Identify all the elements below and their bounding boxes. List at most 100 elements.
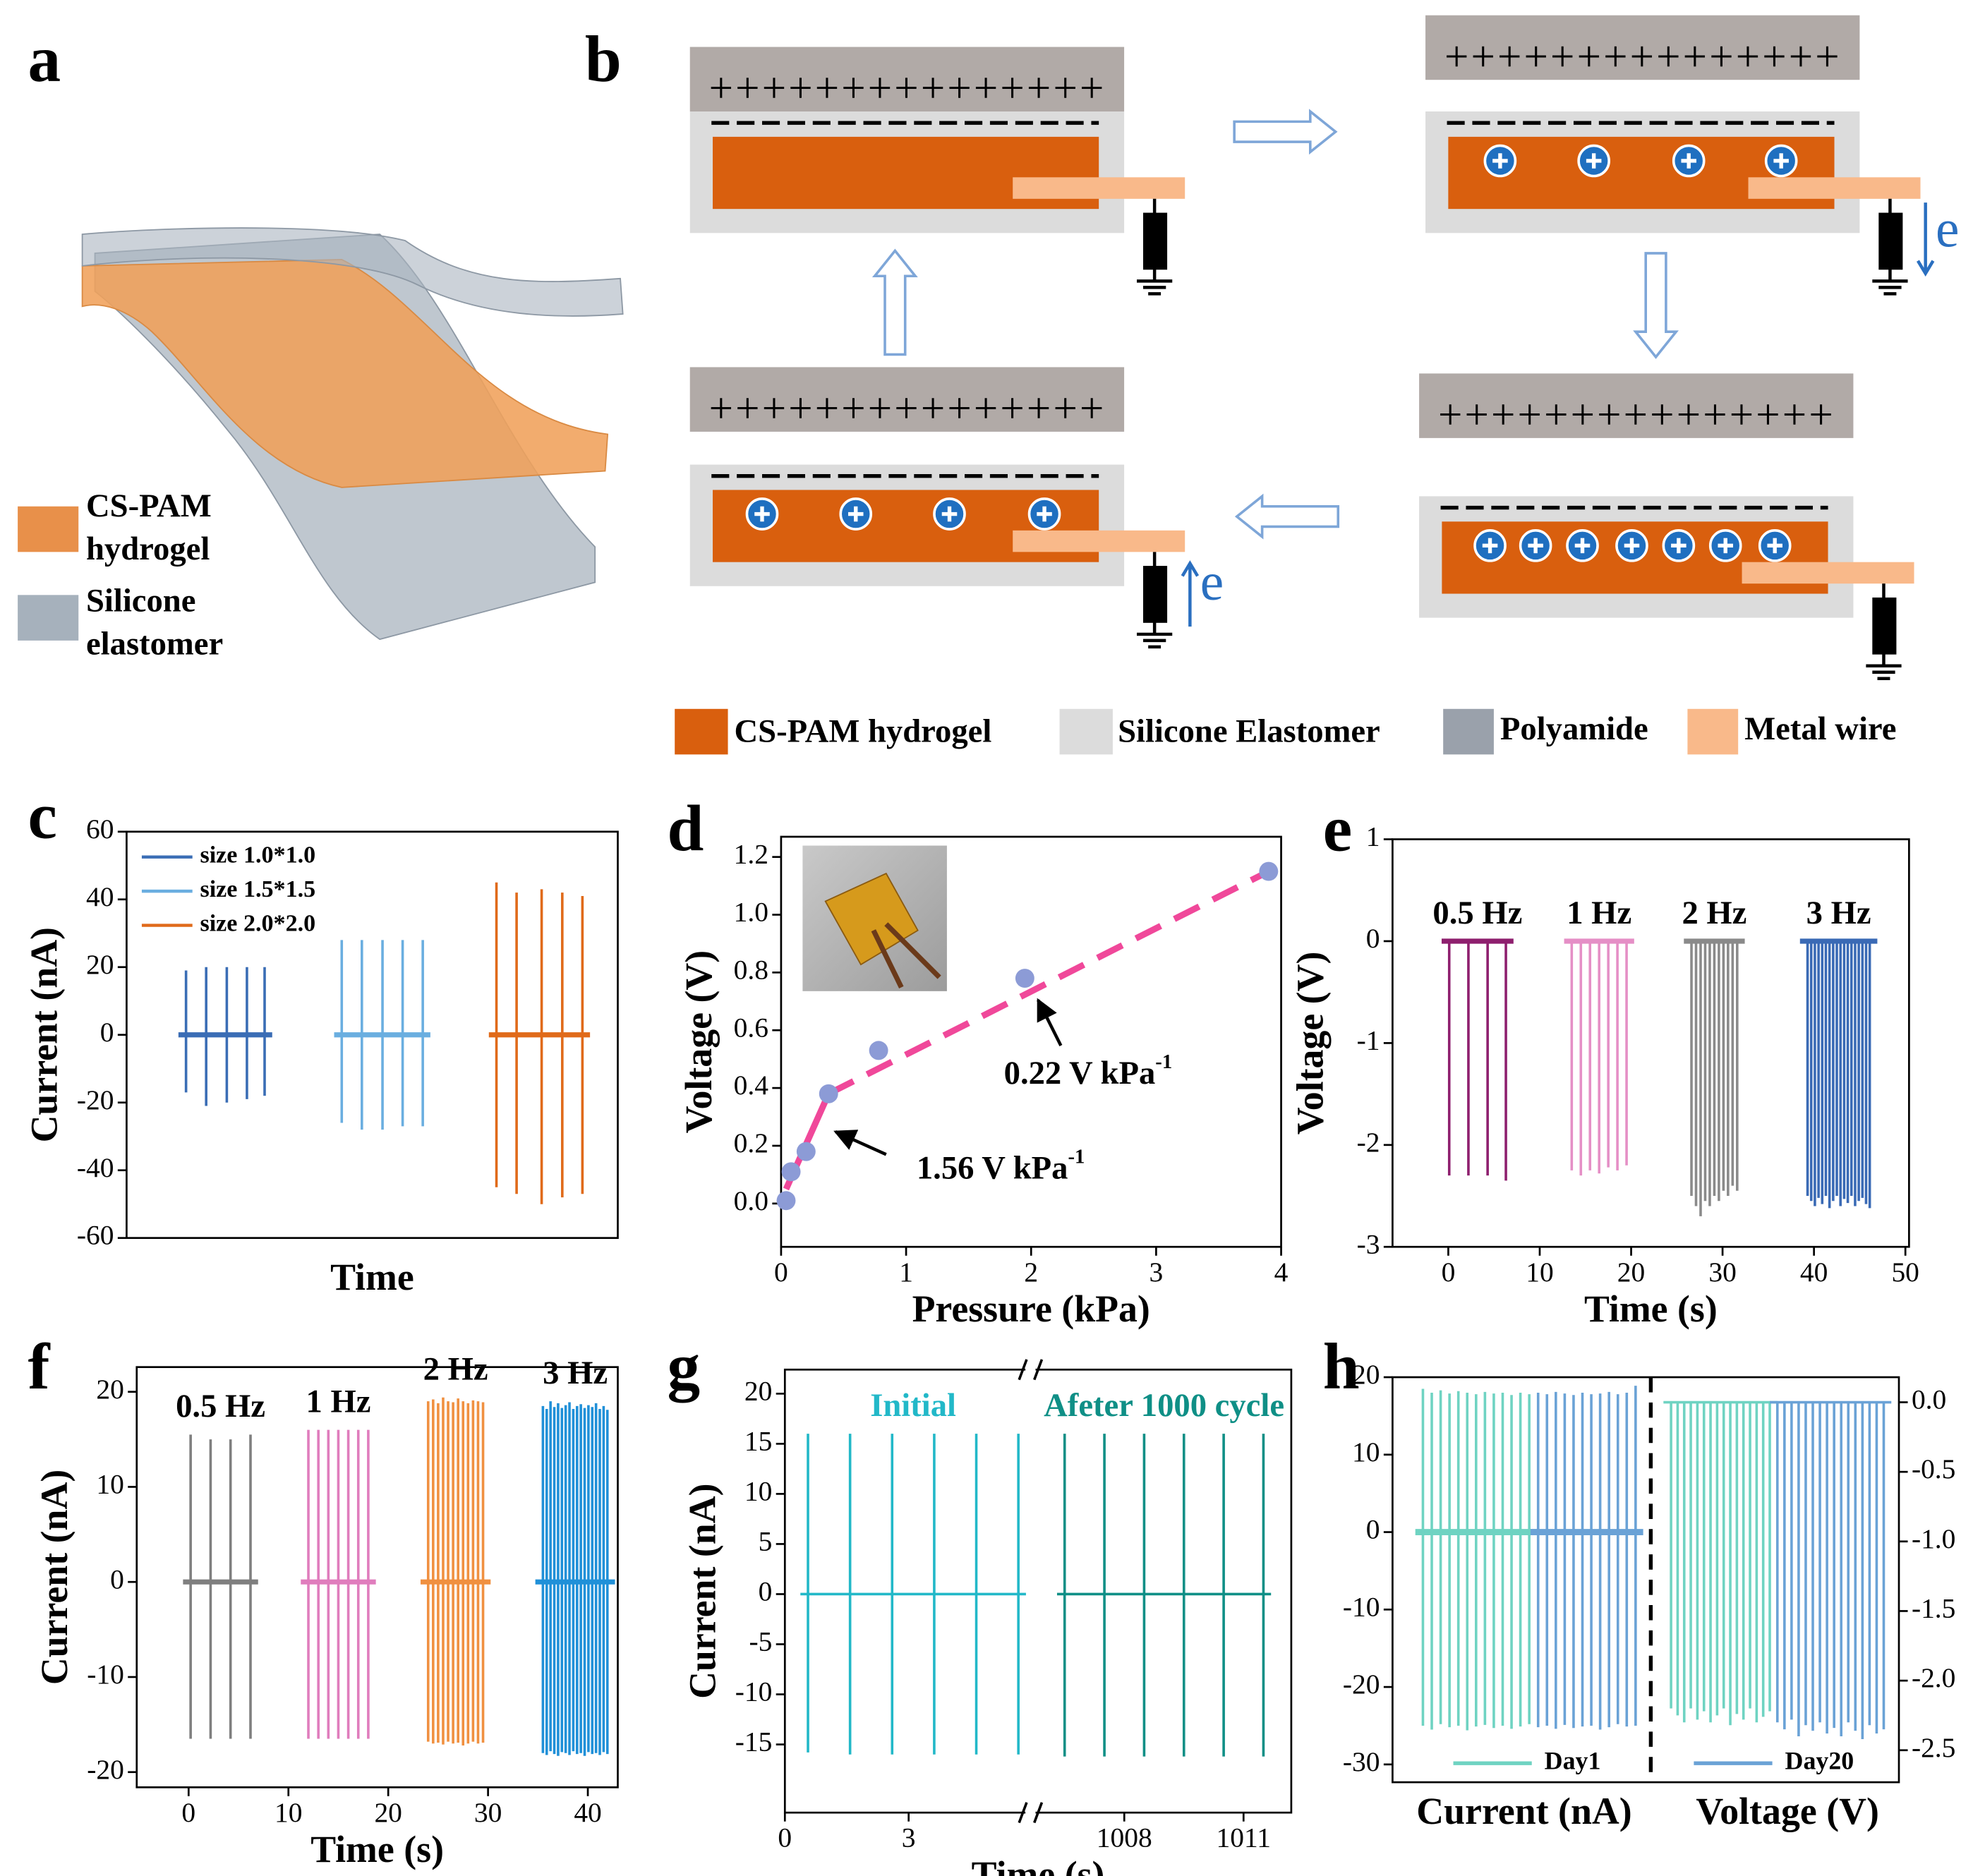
legend-label: Day20 [1785, 1746, 1854, 1774]
data-point [776, 1191, 796, 1211]
spike-train [178, 967, 272, 1106]
annotation: 1.56 V kPa-1 [917, 1145, 1085, 1186]
series-label: 2 Hz [1682, 895, 1746, 931]
inset-photo [802, 845, 947, 991]
panel-label: f [28, 1331, 50, 1403]
panel-label: b [585, 23, 622, 96]
x-axis-label: Time (s) [1584, 1288, 1718, 1330]
data-point [869, 1041, 888, 1060]
y-axis-label: Current (nA) [23, 927, 66, 1142]
x-tick-label: 20 [1617, 1257, 1645, 1288]
cation-sign [1482, 538, 1498, 554]
x-axis-label: Time (s) [972, 1853, 1105, 1876]
fit-line [827, 869, 1270, 1097]
legend-label: Day1 [1545, 1746, 1601, 1774]
y-tick-label: 0.8 [734, 954, 768, 985]
y-tick-label: 40 [86, 881, 114, 912]
x-tick-label: 2 [1024, 1257, 1038, 1288]
panel-label: d [667, 793, 704, 866]
y-tick-label: -20 [87, 1754, 124, 1785]
y-axis-label: Current (nA) [681, 1484, 723, 1699]
y-tick-label: 15 [744, 1425, 772, 1456]
annotation-sup: -1 [1068, 1145, 1085, 1168]
y-tick-label: 20 [96, 1374, 123, 1405]
cation-sign [1624, 538, 1640, 554]
cation-sign [941, 506, 958, 522]
spike-train [334, 940, 430, 1130]
series-label: 0.5 Hz [176, 1388, 265, 1424]
resistor [1142, 566, 1168, 623]
y-axis-label: Current (nA) [33, 1470, 76, 1685]
y-tick-label: 20 [1352, 1359, 1380, 1390]
legend-label: Silicone Elastomer [1118, 713, 1380, 749]
y-tick-label: -10 [87, 1659, 124, 1690]
y-tick-label: 10 [96, 1469, 123, 1500]
y-tick-label: -15 [735, 1726, 773, 1757]
series-label: 3 Hz [1806, 895, 1871, 931]
y-tick-label: -30 [1343, 1746, 1380, 1777]
axis-break-gap [1025, 1808, 1036, 1817]
spike-train [183, 1434, 258, 1739]
legend-label: elastomer [86, 626, 223, 662]
y-tick-label: -20 [1343, 1669, 1380, 1700]
y-tick-label: 60 [86, 813, 114, 845]
data-point [796, 1142, 816, 1161]
series-label: 2 Hz [423, 1351, 488, 1388]
x-tick-label: 30 [474, 1797, 502, 1828]
metal-wire [1013, 177, 1185, 199]
spike-train [1799, 938, 1878, 1209]
y-tick-label: 0 [110, 1563, 124, 1594]
x-tick-label: 20 [374, 1797, 402, 1828]
x-tick-label: 0 [774, 1257, 788, 1288]
legend-label: Metal wire [1744, 710, 1896, 747]
panel-label: c [28, 780, 56, 853]
resistor [1878, 212, 1903, 270]
polyamide-layer [1419, 373, 1854, 438]
y-tick-label: 0 [100, 1017, 114, 1048]
charge-label: +++++++++++++++ [709, 65, 1104, 112]
y-tick-label: -20 [77, 1084, 114, 1115]
x-tick-label: 1011 [1217, 1822, 1271, 1853]
cation-sign [754, 506, 770, 522]
x-tick-label: 0 [778, 1822, 792, 1853]
x-tick-label: 40 [1800, 1257, 1828, 1288]
electron-label: e [1936, 200, 1959, 258]
polyamide-layer [689, 367, 1125, 432]
cation-sign [1767, 538, 1782, 554]
electron-flow [1181, 560, 1200, 627]
panel-label: e [1323, 793, 1352, 866]
annotation-text: 0.22 V kPa [1004, 1055, 1156, 1091]
cation-sign [1586, 153, 1602, 169]
legend-label: size 1.0*1.0 [200, 842, 315, 869]
metal-wire [1748, 177, 1921, 199]
y-tick-label: -2 [1357, 1127, 1380, 1158]
panel-label: h [1323, 1331, 1360, 1403]
annotation-text: 1.56 V kPa [917, 1149, 1068, 1186]
charge-label: +++++++++++++++ [709, 385, 1104, 432]
x-axis-label: Time [330, 1256, 414, 1298]
y-tick-label: -5 [749, 1626, 772, 1657]
x-tick-label: 0 [1442, 1257, 1456, 1288]
metal-wire [1742, 562, 1914, 584]
legend-label: hydrogel [86, 531, 210, 567]
plot-frame [1392, 1376, 1900, 1784]
y2-tick-label: -2.0 [1912, 1662, 1955, 1693]
y-tick-label: 0 [1366, 1514, 1380, 1545]
cation-sign [1037, 506, 1052, 522]
y2-tick-label: -1.5 [1912, 1593, 1955, 1624]
cation-sign [1492, 153, 1508, 169]
panel-label: g [667, 1331, 700, 1403]
data-point [819, 1084, 838, 1103]
annotation-sup: -1 [1155, 1051, 1172, 1073]
series-label: 0.5 Hz [1432, 895, 1522, 931]
x-axis-label: Current (nA) [1416, 1790, 1631, 1832]
series-label: 1 Hz [1567, 895, 1631, 931]
resistor [1872, 597, 1897, 655]
charge-label: +++++++++++++++ [1444, 33, 1840, 80]
spike-train [800, 1434, 1026, 1755]
cation-sign [1718, 538, 1733, 554]
panel-label: a [28, 23, 61, 96]
y-tick-label: 20 [744, 1375, 772, 1406]
data-point [781, 1162, 801, 1182]
cation-sign [1681, 153, 1696, 169]
